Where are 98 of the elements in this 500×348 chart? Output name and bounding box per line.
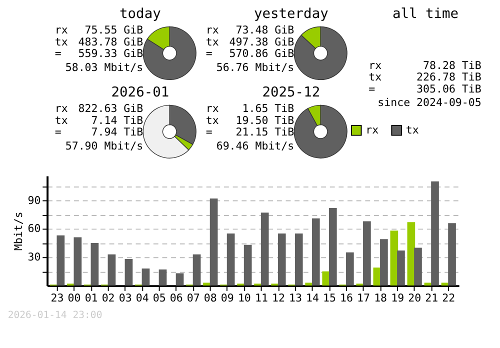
bar	[56, 235, 65, 286]
bar	[260, 212, 269, 286]
x-tick-label: 07	[186, 292, 200, 305]
bar	[108, 254, 116, 286]
chart-title: 2025-12	[262, 84, 320, 100]
bar	[328, 208, 337, 286]
bar	[278, 233, 286, 286]
text: 7.14 TiB	[91, 114, 144, 127]
x-tick-label: 02	[102, 292, 115, 305]
bar	[74, 237, 82, 286]
x-tick-label: 04	[136, 292, 149, 305]
donut-slice	[142, 26, 196, 80]
chart-title: 2026-01	[111, 84, 170, 100]
bar	[158, 269, 167, 286]
x-tick-label: 05	[152, 292, 166, 305]
x-tick-label: 20	[408, 292, 422, 305]
text: 305.06 TiB	[416, 82, 482, 96]
text: tx	[54, 35, 68, 48]
text: 570.86 GiB	[229, 47, 294, 60]
bar	[142, 268, 150, 286]
text: rx	[54, 24, 68, 37]
text: 21.15 TiB	[236, 126, 294, 139]
text: =	[368, 82, 376, 96]
bar	[192, 254, 201, 286]
x-tick-label: 23	[50, 292, 64, 305]
bar	[363, 221, 371, 286]
text: 1.65 TiB	[242, 102, 294, 116]
donut-slice	[294, 26, 348, 80]
bar	[390, 230, 398, 286]
y-tick-label: 90	[28, 194, 41, 207]
y-axis-title: Mbit/s	[12, 212, 25, 251]
text: all time	[392, 6, 459, 22]
bar	[294, 233, 303, 286]
text: 822.63 GiB	[78, 102, 144, 116]
bar	[448, 223, 456, 286]
bar	[124, 259, 133, 286]
bar	[397, 250, 405, 286]
text: 75.55 GiB	[84, 24, 144, 37]
text: rx	[206, 24, 220, 37]
text: 226.78 TiB	[416, 70, 482, 84]
text: tx	[368, 70, 382, 84]
x-tick-label: 13	[288, 292, 302, 305]
bar	[380, 239, 388, 286]
bar	[414, 248, 422, 286]
text: 497.38 GiB	[229, 35, 294, 48]
chart-title: today	[120, 6, 161, 22]
bar	[346, 252, 354, 286]
text: rx	[206, 102, 220, 116]
x-tick-label: 09	[220, 292, 234, 305]
text: tx	[206, 114, 220, 127]
x-tick-label: 14	[306, 292, 319, 305]
bar	[312, 218, 320, 286]
text: tx	[206, 35, 220, 48]
x-tick-label: 15	[323, 292, 336, 305]
bar	[176, 273, 184, 286]
x-tick-label: 22	[442, 292, 456, 305]
text: 78.28 TiB	[423, 58, 482, 72]
x-tick-label: 10	[238, 292, 251, 305]
x-tick-label: 00	[68, 292, 81, 305]
x-tick-label: 16	[340, 292, 354, 305]
bar	[90, 242, 99, 286]
text: since 2024-09-05	[378, 96, 482, 110]
text: 7.94 TiB	[91, 126, 144, 139]
text: tx	[54, 114, 68, 127]
y-tick-label: 60	[28, 222, 41, 236]
x-tick-label: 06	[170, 292, 183, 305]
x-tick-label: 21	[425, 292, 438, 305]
text: =	[54, 126, 62, 139]
text: 19.50 TiB	[236, 114, 294, 127]
x-tick-label: 03	[118, 292, 132, 305]
bar	[431, 181, 439, 286]
text: =	[206, 126, 213, 139]
legend-label: rx	[366, 123, 380, 136]
text: 56.76 Mbit/s	[216, 60, 294, 74]
chart-title: yesterday	[254, 6, 328, 22]
text: =	[54, 47, 62, 60]
x-tick-label: 17	[357, 292, 370, 305]
x-tick-label: 11	[254, 292, 268, 305]
text: 73.48 GiB	[236, 24, 294, 37]
text: 58.03 Mbit/s	[65, 60, 144, 74]
text: rx	[54, 102, 68, 116]
x-tick-label: 12	[272, 292, 285, 305]
text: 69.46 Mbit/s	[216, 139, 294, 152]
bar	[244, 244, 252, 286]
text: 559.33 GiB	[78, 47, 144, 60]
text: 483.78 GiB	[78, 35, 144, 48]
bar	[226, 233, 235, 286]
x-tick-label: 18	[374, 292, 388, 305]
x-tick-label: 08	[204, 292, 217, 305]
x-tick-label: 19	[391, 292, 404, 305]
donut-slice	[294, 104, 348, 158]
text: rx	[368, 58, 382, 72]
x-tick-label: 01	[84, 292, 98, 305]
text: =	[206, 47, 213, 60]
y-tick-label: 30	[28, 250, 41, 264]
bar	[210, 198, 218, 286]
legend-label: tx	[406, 123, 420, 136]
text: 57.90 Mbit/s	[65, 139, 144, 152]
